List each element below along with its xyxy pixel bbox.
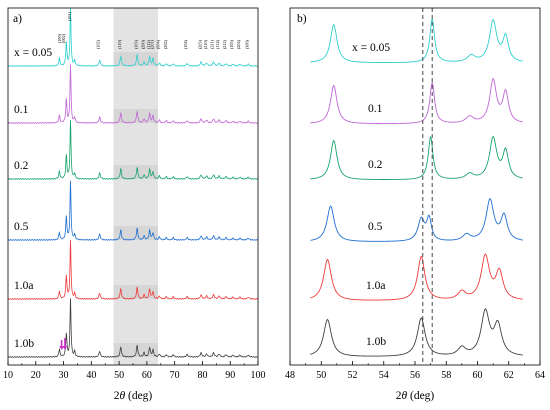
panel-a-hkl-label: (110) <box>117 39 122 49</box>
panel-a-hkl-label: (004) <box>155 39 160 49</box>
panel-b-series-label: 1.0b <box>366 336 386 348</box>
panel-a-tick-label: 20 <box>31 370 41 381</box>
panel-a-series-line <box>7 64 259 124</box>
panel-b-tick-label: 48 <box>285 370 295 381</box>
panel-b-tick-label: 60 <box>473 370 483 381</box>
panel-a-tick-label: 50 <box>114 370 124 381</box>
panel-a-hkl-label: (204) <box>236 39 241 49</box>
panel-a-hkl-label: (202) <box>163 39 168 49</box>
panel-a-series-label: 0.1 <box>14 104 29 116</box>
panel-a-series-line <box>7 180 259 241</box>
panel-a-hkl-label: (112) <box>146 39 151 49</box>
panel-b-series-line <box>310 197 523 242</box>
panel-b-series-line <box>310 308 523 357</box>
panel-b-tick-label: 52 <box>348 370 358 381</box>
panel-a-hkl-label: (002) <box>61 33 66 43</box>
panel-a-hkl-label: (203) <box>197 39 202 49</box>
panel-a-series-label: 0.2 <box>14 160 29 172</box>
panel-a-hkl-label: (211) <box>210 39 215 49</box>
panel-a-tick-label: 100 <box>251 370 266 381</box>
panel-a-series-label: 1.0b <box>14 338 34 350</box>
panel-a: x = 0.05 0.1 0.2 0.5 1.0a 1.0b (101) (100) (002… <box>3 7 266 402</box>
panel-a-series: x = 0.05 0.1 0.2 0.5 1.0a 1.0b <box>7 7 259 358</box>
panel-b-tick-label: 62 <box>504 370 514 381</box>
panel-b-series-line <box>310 253 523 301</box>
panel-a-arrow-head <box>62 346 68 350</box>
panel-a-series-label: 1.0a <box>14 280 33 292</box>
panel-b-series-label: 1.0a <box>366 280 385 292</box>
panel-a-hkl-label: (103) <box>133 39 138 49</box>
panel-b-label: b) <box>297 13 307 25</box>
panel-a-hkl-label: (200) <box>141 39 146 49</box>
panel-a-hkl-labels: (101) (100) (002) (102) (110) (103) (200) (112)… <box>57 11 249 49</box>
panel-a-hkl-label: (300) <box>244 39 249 49</box>
panel-b-series-label: 0.2 <box>368 159 383 171</box>
panel-a-arrow-head <box>59 346 65 350</box>
panel-b-dashed-lines <box>422 8 433 365</box>
panel-a-label: a) <box>13 13 22 25</box>
panel-a-xlabel: 2θ (deg) <box>114 390 153 402</box>
panel-b-series-label: 0.5 <box>368 221 383 233</box>
panel-a-hkl-label: (114) <box>215 39 220 49</box>
panel-a-hkl-label: (104) <box>183 39 188 49</box>
panel-a-series-label: x = 0.05 <box>14 47 52 59</box>
panel-a-shaded-region <box>113 8 158 365</box>
panel-b-tick-label: 54 <box>379 370 389 381</box>
panel-a-shade-band <box>113 226 158 240</box>
panel-a-tick-label: 30 <box>59 370 69 381</box>
panel-a-shade-bands <box>113 52 158 357</box>
panel-a-hkl-label: (105) <box>229 39 234 49</box>
panel-a-tick-label: 80 <box>197 370 207 381</box>
panel-b-series-label: x = 0.05 <box>352 42 390 54</box>
panel-a-shade-band <box>113 343 158 357</box>
panel-a-tick-label: 90 <box>225 370 235 381</box>
panel-a-hkl-label: (101) <box>67 11 72 21</box>
panel-a-series-line <box>7 7 259 67</box>
panel-b-series-line <box>310 135 523 180</box>
panel-b-series-line <box>310 18 523 63</box>
panel-a-series-line <box>7 298 259 358</box>
panel-a-shade-band <box>113 52 158 66</box>
panel-a-hkl-label: (212) <box>222 39 227 49</box>
panel-b-tick-label: 50 <box>316 370 326 381</box>
panel-a-tick-label: 40 <box>86 370 96 381</box>
panel-a-tick-label: 10 <box>3 370 13 381</box>
panel-a-series-line <box>7 239 259 300</box>
panel-a-shade-band <box>113 109 158 123</box>
panel-a-hkl-label: (210) <box>203 39 208 49</box>
panel-b: x = 0.05 0.1 0.2 0.5 1.0a 1.0b 48 50 52 54 56 58 60… <box>285 7 545 402</box>
panel-b-x-axis: 48 50 52 54 56 58 60 62 64 <box>285 361 545 381</box>
panel-a-shade-band <box>113 285 158 299</box>
panel-a-tick-label: 60 <box>142 370 152 381</box>
panel-a-series-label: 0.5 <box>14 221 29 233</box>
panel-a-x-axis: 10 20 30 40 50 60 70 80 90 100 <box>3 361 266 381</box>
panel-b-tick-label: 56 <box>410 370 420 381</box>
panel-b-tick-label: 64 <box>535 370 545 381</box>
panel-a-hkl-label: (201) <box>149 39 154 49</box>
panel-a-hkl-label: (102) <box>96 39 101 49</box>
panel-b-series-label: 0.1 <box>368 103 383 115</box>
panel-a-arrows <box>59 338 68 350</box>
panel-b-xlabel: 2θ (deg) <box>396 390 435 402</box>
panel-a-tick-label: 70 <box>170 370 180 381</box>
panel-a-series-line <box>7 119 259 180</box>
panel-b-series-line <box>310 77 523 124</box>
panel-b-tick-label: 58 <box>441 370 451 381</box>
panel-a-hkl-label: (100) <box>57 33 62 43</box>
panel-a-shade-band <box>113 165 158 179</box>
panel-b-series: x = 0.05 0.1 0.2 0.5 1.0a 1.0b <box>310 18 523 357</box>
